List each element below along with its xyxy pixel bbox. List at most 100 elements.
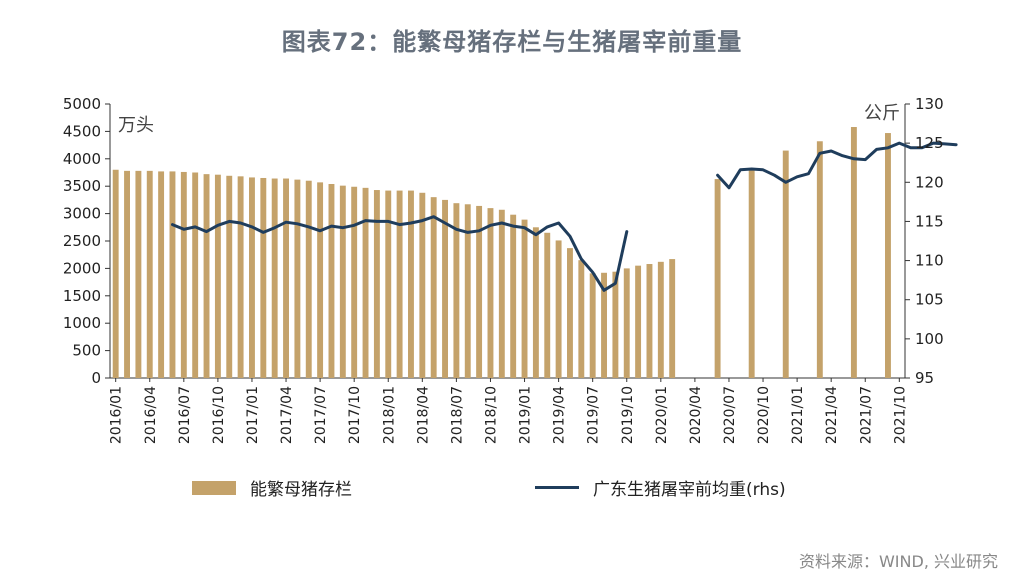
x-tick-label: 2016/07 (177, 386, 193, 444)
bar (430, 197, 437, 378)
bar (646, 264, 653, 378)
left-tick-label: 2500 (63, 232, 101, 250)
x-tick-label: 2017/01 (245, 386, 261, 444)
bar (317, 182, 324, 378)
bar (294, 179, 301, 378)
bar (612, 271, 619, 378)
bar (237, 176, 244, 378)
bar (510, 214, 517, 378)
bar (578, 260, 585, 378)
bar (885, 133, 891, 378)
bar (192, 172, 199, 378)
bar (623, 268, 630, 378)
left-tick-label: 3000 (63, 205, 101, 223)
bar (669, 259, 676, 378)
right-tick-label: 100 (915, 330, 944, 348)
bar (328, 184, 335, 378)
x-tick-label: 2018/10 (483, 386, 499, 444)
bar-series (112, 127, 891, 379)
left-axis-unit: 万头 (118, 115, 154, 136)
x-tick-label: 2016/04 (143, 386, 159, 444)
x-tick-label: 2019/01 (518, 386, 534, 444)
x-tick-label: 2020/10 (756, 386, 772, 444)
x-tick-label: 2017/04 (279, 386, 295, 444)
left-tick-label: 5000 (63, 95, 101, 113)
bar (555, 240, 562, 378)
bar (782, 150, 789, 378)
bar (283, 178, 289, 378)
bar (135, 170, 142, 378)
left-tick-label: 500 (72, 342, 101, 360)
bar (385, 190, 392, 378)
bar (214, 174, 221, 378)
source-note: 资料来源：WIND, 兴业研究 (798, 552, 998, 571)
axes (105, 103, 910, 382)
bar (487, 208, 494, 378)
bar (408, 190, 414, 378)
bar (419, 192, 426, 378)
x-tick-label: 2020/07 (722, 386, 738, 444)
bar (396, 190, 403, 378)
bar (498, 209, 505, 378)
bar (532, 227, 539, 378)
bar (373, 190, 380, 378)
bar (453, 203, 460, 378)
bar (657, 261, 664, 378)
line-series (171, 141, 958, 292)
tick-labels: 0 500 1000 1500 2000 2500 3000 3500 4000 4500 5000… (63, 95, 944, 444)
x-tick-label: 2021/10 (892, 386, 908, 444)
left-tick-label: 1500 (63, 287, 101, 305)
right-axis-unit: 公斤 (864, 103, 900, 124)
bar (850, 127, 857, 379)
x-tick-label: 2018/07 (449, 386, 465, 444)
bar (567, 248, 573, 378)
x-tick-label: 2017/10 (347, 386, 363, 444)
bar (146, 170, 153, 378)
right-tick-label: 125 (915, 134, 944, 152)
bar (351, 186, 358, 378)
bar (442, 199, 448, 378)
bar (169, 171, 176, 378)
x-tick-label: 2019/10 (620, 386, 636, 444)
bar (521, 219, 528, 378)
bar (601, 272, 607, 378)
x-tick-label: 2017/07 (313, 386, 329, 444)
left-tick-label: 2000 (63, 259, 101, 277)
bar (124, 170, 130, 378)
x-tick-label: 2016/01 (109, 386, 125, 444)
x-tick-label: 2021/07 (858, 386, 874, 444)
bar (816, 141, 823, 378)
left-tick-label: 1000 (63, 314, 101, 332)
bar (112, 169, 119, 378)
x-tick-label: 2018/04 (415, 386, 431, 444)
right-tick-label: 110 (915, 252, 944, 270)
bar (476, 205, 483, 378)
right-tick-label: 115 (915, 212, 944, 230)
bar (249, 177, 255, 378)
x-tick-label: 2019/07 (586, 386, 602, 444)
x-tick-label: 2019/04 (552, 386, 568, 444)
bar (271, 178, 278, 378)
bar (339, 185, 346, 378)
x-tick-label: 2021/01 (790, 386, 806, 444)
bar (180, 171, 187, 378)
bar (544, 232, 551, 378)
bar (635, 265, 642, 378)
left-tick-label: 4000 (63, 150, 101, 168)
weight-line-segment (171, 215, 629, 292)
x-tick-label: 2016/10 (211, 386, 227, 444)
left-tick-label: 3500 (63, 177, 101, 195)
bar (226, 175, 233, 378)
right-tick-label: 95 (915, 369, 934, 387)
x-tick-label: 2020/04 (688, 386, 704, 444)
bar (589, 273, 596, 378)
bar (714, 179, 721, 378)
weight-line-segment (716, 141, 958, 190)
right-tick-label: 120 (915, 173, 944, 191)
x-tick-label: 2018/01 (381, 386, 397, 444)
bar (362, 187, 369, 378)
bar (748, 169, 755, 378)
bar (260, 177, 267, 378)
chart-title: 图表72：能繁母猪存栏与生猪屠宰前重量 (281, 28, 743, 56)
